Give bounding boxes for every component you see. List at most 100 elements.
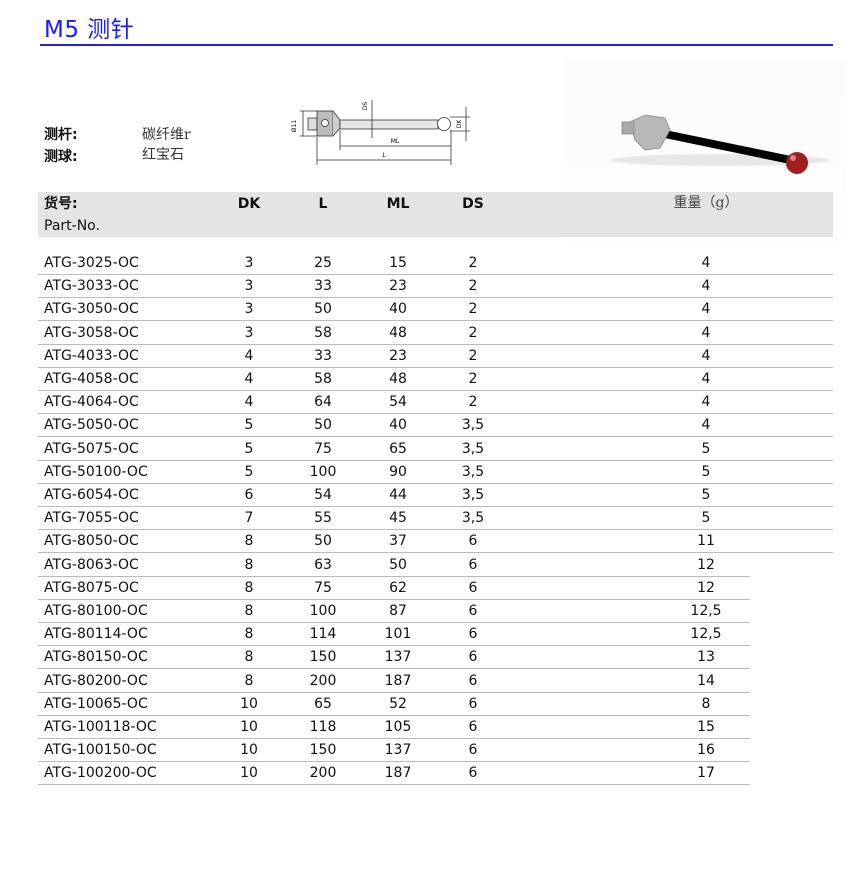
cell-l: 33: [314, 347, 332, 364]
cell-ds: 2: [468, 347, 478, 364]
row-divider: [38, 668, 750, 670]
row-divider: [38, 691, 750, 693]
cell-part-no: ATG-50100-OC: [44, 463, 148, 480]
cell-dk: 10: [240, 695, 258, 712]
cell-ds: 3,5: [461, 510, 485, 527]
cell-l: 75: [314, 579, 332, 596]
cell-dk: 3: [244, 278, 254, 295]
cell-ml: 40: [389, 417, 407, 434]
cell-part-no: ATG-4064-OC: [44, 394, 139, 411]
cell-ds: 6: [468, 695, 478, 712]
cell-ml: 45: [389, 510, 407, 527]
row-divider: [38, 320, 833, 322]
cell-part-no: ATG-3050-OC: [44, 301, 139, 318]
cell-weight: 4: [701, 417, 711, 434]
cell-ml: 137: [384, 742, 412, 759]
cell-l: 33: [314, 278, 332, 295]
cell-part-no: ATG-3025-OC: [44, 255, 139, 271]
cell-dk: 8: [244, 603, 254, 619]
row-divider: [38, 343, 833, 345]
cell-l: 200: [309, 765, 337, 782]
cell-ml: 40: [389, 301, 407, 318]
ball-label: 测球:: [44, 149, 78, 165]
row-divider: [38, 413, 833, 415]
header-part-cn: 货号:: [44, 196, 78, 212]
header-ml: ML: [386, 196, 410, 212]
cell-l: 118: [309, 719, 337, 735]
cell-dk: 5: [244, 463, 254, 480]
cell-part-no: ATG-80150-OC: [44, 649, 148, 666]
cell-weight: 4: [701, 324, 711, 341]
cell-ds: 2: [468, 255, 478, 271]
cell-ml: 90: [389, 463, 407, 480]
cell-ml: 23: [389, 278, 407, 295]
cell-ds: 6: [468, 626, 478, 643]
cell-ml: 187: [384, 765, 412, 782]
cell-l: 65: [314, 695, 332, 712]
row-divider: [38, 575, 750, 577]
cell-weight: 15: [697, 719, 715, 735]
row-divider: [38, 552, 833, 554]
cell-weight: 5: [701, 440, 711, 457]
stem-label: 测杆:: [44, 127, 78, 143]
cell-ml: 62: [389, 579, 407, 596]
row-divider: [38, 366, 833, 368]
cell-l: 100: [309, 463, 337, 480]
cell-weight: 8: [701, 695, 711, 712]
row-divider: [38, 506, 833, 507]
header-ds: DS: [462, 196, 484, 212]
row-divider: [38, 714, 750, 716]
cell-weight: 12,5: [690, 626, 722, 643]
cell-dk: 8: [244, 672, 254, 689]
cell-part-no: ATG-100200-OC: [44, 765, 157, 782]
dk-label: DK: [456, 119, 463, 129]
cell-part-no: ATG-8063-OC: [44, 556, 139, 573]
cell-part-no: ATG-6054-OC: [44, 487, 139, 503]
stylus-dimension-diagram: Ø11 DS DK ML L: [291, 100, 470, 165]
header-weight: 重量（g）: [673, 195, 739, 211]
cell-dk: 3: [244, 301, 254, 318]
cell-part-no: ATG-80114-OC: [44, 626, 148, 643]
cell-weight: 4: [701, 301, 711, 318]
cell-ds: 6: [468, 603, 478, 619]
cell-ds: 6: [468, 742, 478, 759]
ball-value: 红宝石: [142, 147, 184, 163]
cell-ml: 105: [384, 719, 412, 735]
cell-part-no: ATG-4033-OC: [44, 347, 139, 364]
cell-part-no: ATG-3058-OC: [44, 324, 139, 341]
cell-ds: 6: [468, 765, 478, 782]
cell-weight: 14: [697, 672, 715, 689]
row-divider: [38, 297, 833, 299]
cell-weight: 16: [697, 742, 715, 759]
cell-weight: 4: [701, 278, 711, 295]
cell-ml: 87: [389, 603, 407, 619]
cell-dk: 5: [244, 440, 254, 457]
cell-l: 58: [314, 371, 332, 387]
cell-ml: 187: [384, 672, 412, 689]
cell-dk: 8: [244, 533, 254, 550]
cell-dk: 6: [244, 487, 254, 503]
cell-dk: 8: [244, 649, 254, 666]
cell-l: 25: [314, 255, 332, 271]
row-divider: [38, 274, 833, 275]
cell-l: 50: [314, 533, 332, 550]
cell-part-no: ATG-4058-OC: [44, 371, 139, 387]
cell-ml: 52: [389, 695, 407, 712]
cell-dk: 8: [244, 579, 254, 596]
cell-ml: 50: [389, 556, 407, 573]
cell-part-no: ATG-5075-OC: [44, 440, 139, 457]
cell-ml: 37: [389, 533, 407, 550]
cell-weight: 12: [697, 556, 715, 573]
row-divider: [38, 436, 833, 438]
cell-l: 50: [314, 417, 332, 434]
cell-ds: 3,5: [461, 487, 485, 503]
cell-weight: 5: [701, 510, 711, 527]
cell-ds: 6: [468, 649, 478, 666]
cell-l: 55: [314, 510, 332, 527]
cell-ml: 65: [389, 440, 407, 457]
cell-l: 200: [309, 672, 337, 689]
cell-dk: 7: [244, 510, 254, 527]
cell-dk: 3: [244, 324, 254, 341]
cell-l: 114: [309, 626, 337, 643]
cell-ml: 137: [384, 649, 412, 666]
